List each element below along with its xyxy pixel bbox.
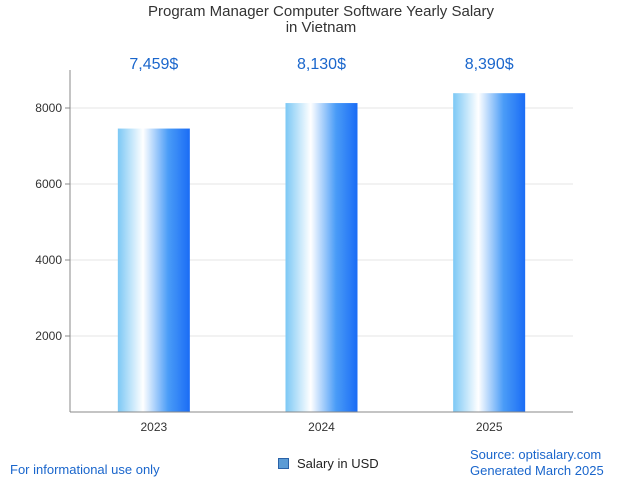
bar-2025 bbox=[453, 93, 526, 413]
source-text: Source: optisalary.com bbox=[470, 447, 602, 462]
legend: Salary in USD bbox=[272, 453, 385, 473]
y-tick-label: 6000 bbox=[35, 177, 62, 191]
chart-title-line1: Program Manager Computer Software Yearly… bbox=[148, 3, 494, 20]
disclaimer-text: For informational use only bbox=[10, 462, 160, 477]
labels: 2000 4000 6000 8000 7,459$ 2023 8,130$ 2024 8,39… bbox=[35, 56, 513, 434]
axes bbox=[65, 70, 573, 413]
x-tick-label: 2024 bbox=[308, 420, 335, 434]
bar-2024 bbox=[285, 103, 358, 412]
value-label: 7,459$ bbox=[129, 56, 178, 73]
y-tick-label: 8000 bbox=[35, 101, 62, 115]
x-tick-label: 2023 bbox=[140, 420, 167, 434]
generated-text: Generated March 2025 bbox=[470, 463, 604, 478]
value-label: 8,390$ bbox=[465, 56, 514, 73]
bars bbox=[117, 93, 526, 413]
x-tick-label: 2025 bbox=[476, 420, 503, 434]
y-tick-label: 2000 bbox=[35, 329, 62, 343]
value-label: 8,130$ bbox=[297, 56, 346, 73]
y-tick-label: 4000 bbox=[35, 253, 62, 267]
bar-2023 bbox=[117, 128, 190, 413]
legend-label: Salary in USD bbox=[297, 455, 379, 471]
source-info: Source: optisalary.com Generated March 2… bbox=[470, 447, 604, 479]
chart-title-line2: in Vietnam bbox=[285, 19, 357, 36]
legend-swatch bbox=[278, 457, 289, 469]
chart-title: Program Manager Computer Software Yearly… bbox=[0, 4, 642, 36]
